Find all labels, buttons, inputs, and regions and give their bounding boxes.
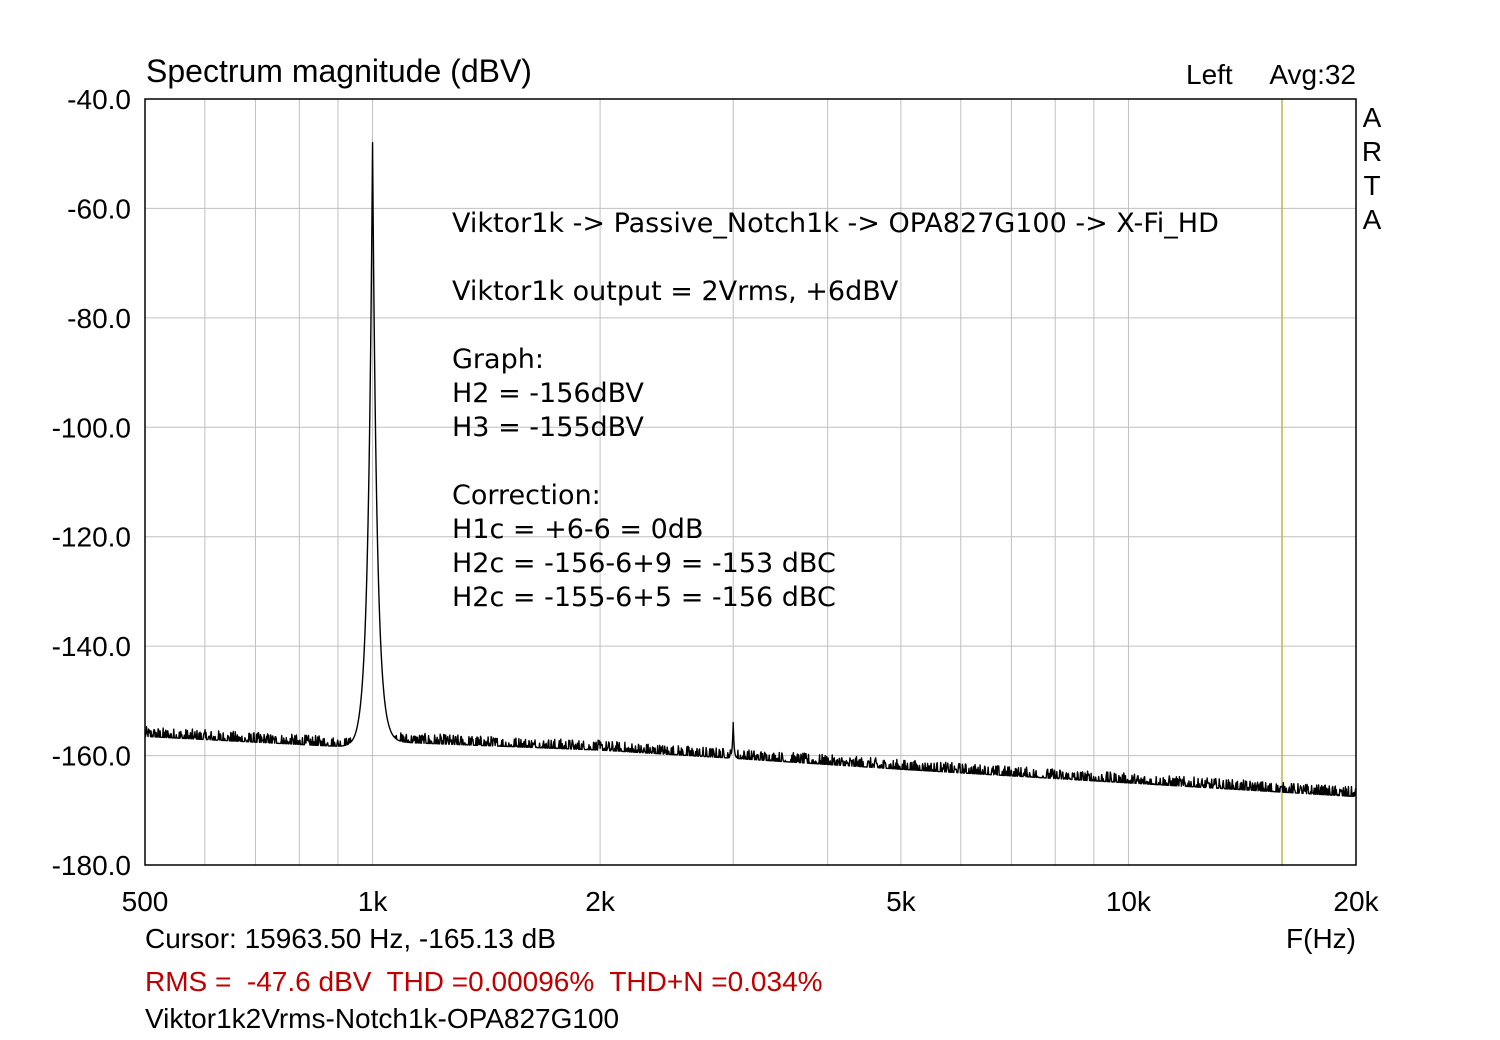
cursor-readout: Cursor: 15963.50 Hz, -165.13 dB [145,923,556,954]
x-tick-label: 1k [358,886,389,917]
annotation-graph-heading: Graph: [452,344,544,375]
brand-letter: T [1363,170,1380,201]
x-axis-ticks: 500 1k 2k 5k 10k 20k [122,886,1380,917]
annotation-h2c-second: H2c = -155-6+5 = -156 dBC [452,582,836,613]
x-tick-label: 2k [585,886,616,917]
annotation-h1c: H1c = +6-6 = 0dB [452,514,703,545]
measurement-stats: RMS = -47.6 dBV THD =0.00096% THD+N =0.0… [145,966,823,997]
y-tick-label: -140.0 [52,631,131,662]
y-tick-label: -80.0 [67,303,131,334]
annotation-signal-chain: Viktor1k -> Passive_Notch1k -> OPA827G10… [452,208,1219,239]
x-tick-label: 20k [1333,886,1379,917]
annotation-block: Viktor1k -> Passive_Notch1k -> OPA827G10… [452,208,1219,613]
y-tick-label: -40.0 [67,84,131,115]
plot-frame [144,98,1357,866]
y-tick-label: -160.0 [52,741,131,772]
annotation-correction-heading: Correction: [452,480,601,511]
spectrum-peak [371,142,374,144]
y-axis-ticks: -40.0 -60.0 -80.0 -100.0 -120.0 -140.0 -160.0 -… [52,84,131,881]
y-tick-label: -120.0 [52,522,131,553]
chart-title: Spectrum magnitude (dBV) [146,53,532,89]
x-tick-label: 5k [886,886,917,917]
brand-letter: A [1363,204,1382,235]
brand-letter: R [1362,136,1382,167]
brand-letter: A [1363,102,1382,133]
y-tick-label: -100.0 [52,412,131,443]
file-name: Viktor1k2Vrms-Notch1k-OPA827G100 [145,1003,619,1034]
averaging-label: Avg:32 [1269,59,1356,90]
channel-label: Left [1186,59,1233,90]
y-tick-label: -60.0 [67,193,131,224]
annotation-output-level: Viktor1k output = 2Vrms, +6dBV [452,276,899,307]
spectrum-trace [144,142,1357,798]
x-tick-label: 500 [122,886,169,917]
trace-layer [144,142,1357,798]
brand-mark: A R T A [1362,102,1382,235]
annotation-h2c-first: H2c = -156-6+9 = -153 dBC [452,548,836,579]
annotation-h2: H2 = -156dBV [452,378,644,409]
y-tick-label: -180.0 [52,850,131,881]
x-axis-label: F(Hz) [1286,923,1356,954]
x-tick-label: 10k [1106,886,1152,917]
annotation-h3: H3 = -155dBV [452,412,644,443]
spectrum-peak [732,722,734,724]
